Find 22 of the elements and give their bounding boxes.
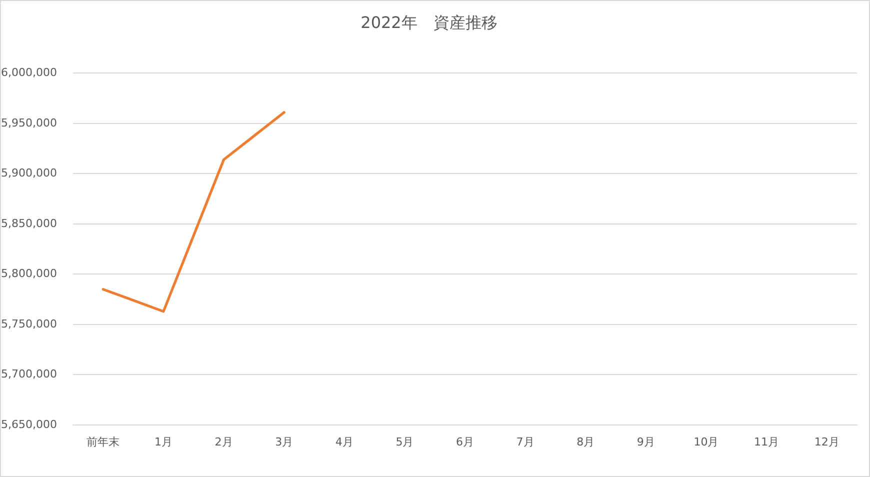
x-tick-label: 12月 bbox=[814, 435, 840, 448]
x-tick-label: 10月 bbox=[694, 435, 719, 448]
x-tick-label: 前年末 bbox=[86, 435, 120, 448]
x-tick-label: 8月 bbox=[576, 435, 595, 448]
x-tick-label: 5月 bbox=[396, 435, 414, 448]
chart-title: 2022年 資産推移 bbox=[360, 12, 498, 32]
x-tick-label: 9月 bbox=[636, 435, 655, 448]
y-tick-label: 5,650,000 bbox=[1, 418, 57, 431]
x-tick-label: 4月 bbox=[335, 435, 354, 448]
x-tick-label: 7月 bbox=[516, 435, 534, 448]
x-tick-label: 1月 bbox=[154, 435, 172, 448]
y-tick-label: 5,750,000 bbox=[1, 317, 57, 330]
x-tick-label: 11月 bbox=[754, 435, 780, 448]
y-tick-label: 5,700,000 bbox=[1, 368, 57, 381]
y-tick-label: 6,000,000 bbox=[1, 66, 57, 80]
y-tick-label: 5,800,000 bbox=[1, 267, 57, 280]
x-tick-label: 3月 bbox=[275, 435, 294, 448]
y-tick-label: 5,900,000 bbox=[1, 166, 57, 180]
x-tick-label: 6月 bbox=[456, 435, 474, 448]
y-tick-label: 5,950,000 bbox=[1, 116, 57, 130]
x-tick-label: 2月 bbox=[214, 435, 233, 448]
y-tick-label: 5,850,000 bbox=[1, 216, 57, 230]
